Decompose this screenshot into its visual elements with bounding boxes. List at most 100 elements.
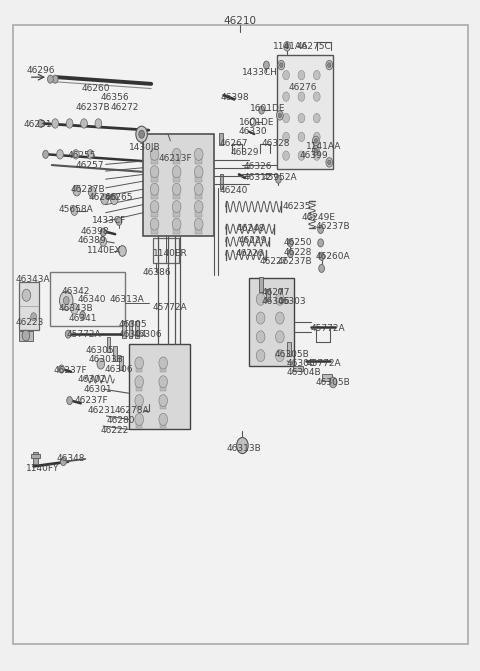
Circle shape (329, 377, 337, 388)
Circle shape (22, 289, 31, 301)
Circle shape (52, 119, 59, 128)
Circle shape (95, 119, 102, 128)
Circle shape (285, 44, 289, 48)
Text: 1141AA: 1141AA (273, 42, 308, 52)
Text: 46389: 46389 (78, 236, 107, 246)
Bar (136, 366, 142, 372)
Text: 46341: 46341 (68, 313, 96, 323)
Circle shape (150, 183, 159, 195)
Circle shape (81, 119, 87, 128)
Bar (129, 344, 190, 429)
Bar (113, 346, 117, 361)
Text: 45772A: 45772A (153, 303, 187, 312)
Bar (160, 404, 166, 409)
Circle shape (150, 218, 159, 230)
Text: 46228: 46228 (283, 248, 312, 257)
Bar (160, 423, 166, 428)
Circle shape (276, 331, 284, 343)
Circle shape (100, 237, 107, 246)
Text: 46306: 46306 (133, 329, 162, 339)
Circle shape (150, 148, 159, 160)
Text: 46328: 46328 (262, 139, 290, 148)
Bar (33, 452, 38, 464)
Text: 46231: 46231 (24, 120, 52, 130)
Text: 46313A: 46313A (109, 295, 144, 304)
Text: 46237B: 46237B (71, 185, 106, 194)
Text: 46272: 46272 (110, 103, 139, 112)
Circle shape (43, 150, 48, 158)
Circle shape (318, 225, 324, 234)
Text: 46399: 46399 (300, 151, 329, 160)
Circle shape (59, 365, 64, 373)
Bar (219, 133, 223, 145)
Text: 1140FY: 1140FY (26, 464, 60, 473)
Text: 1140EX: 1140EX (87, 246, 122, 256)
Circle shape (172, 166, 181, 178)
Text: 45772A: 45772A (306, 358, 341, 368)
Bar (277, 55, 333, 169)
Circle shape (52, 75, 58, 83)
Bar (293, 366, 303, 371)
Circle shape (276, 175, 281, 183)
Circle shape (327, 160, 331, 165)
Circle shape (259, 106, 264, 114)
Circle shape (283, 92, 289, 101)
Bar (173, 158, 180, 164)
Text: 46276: 46276 (289, 83, 317, 92)
Circle shape (150, 166, 159, 178)
Text: 46260: 46260 (82, 84, 110, 93)
Text: 46280: 46280 (107, 416, 135, 425)
Circle shape (283, 132, 289, 142)
Circle shape (256, 350, 265, 362)
Bar (173, 210, 180, 217)
Text: 46275C: 46275C (297, 42, 331, 52)
Text: 1601DE: 1601DE (250, 104, 285, 113)
Circle shape (97, 358, 105, 369)
Bar (160, 366, 166, 372)
Text: 46237B: 46237B (316, 222, 350, 231)
Text: 45952A: 45952A (263, 172, 298, 182)
Text: 46248: 46248 (236, 223, 264, 233)
Bar (136, 404, 142, 409)
Circle shape (194, 201, 203, 213)
Circle shape (284, 42, 290, 51)
Circle shape (276, 350, 284, 362)
Bar (119, 356, 123, 370)
Circle shape (318, 239, 324, 247)
Bar (249, 278, 294, 366)
Text: 46210: 46210 (224, 17, 256, 26)
Bar (173, 227, 180, 234)
Circle shape (313, 113, 320, 123)
Text: 46386: 46386 (143, 268, 172, 277)
Circle shape (159, 413, 168, 425)
Text: 46326: 46326 (244, 162, 272, 171)
Circle shape (313, 151, 320, 160)
Circle shape (298, 151, 305, 160)
Circle shape (172, 183, 181, 195)
Circle shape (312, 146, 319, 155)
Text: 45772A: 45772A (66, 330, 101, 340)
Circle shape (172, 218, 181, 230)
Circle shape (116, 217, 122, 225)
Text: 1433CF: 1433CF (92, 215, 126, 225)
Bar (135, 321, 139, 338)
Bar (19, 282, 39, 330)
Circle shape (60, 291, 73, 310)
Bar (151, 193, 158, 199)
Circle shape (279, 63, 283, 67)
Bar (259, 277, 263, 292)
Text: 46237B: 46237B (76, 103, 110, 112)
Bar (173, 175, 180, 182)
Text: 46305: 46305 (119, 320, 148, 329)
Text: 46240: 46240 (220, 186, 248, 195)
Text: 46266: 46266 (89, 193, 117, 202)
Circle shape (101, 194, 108, 205)
Circle shape (327, 63, 331, 67)
Circle shape (288, 250, 293, 258)
Text: 46227: 46227 (259, 257, 288, 266)
Text: 46226: 46226 (235, 249, 264, 258)
Text: 46302: 46302 (78, 375, 106, 384)
Circle shape (194, 183, 203, 195)
Text: 1601DE: 1601DE (239, 117, 275, 127)
Text: 46305B: 46305B (316, 378, 350, 387)
